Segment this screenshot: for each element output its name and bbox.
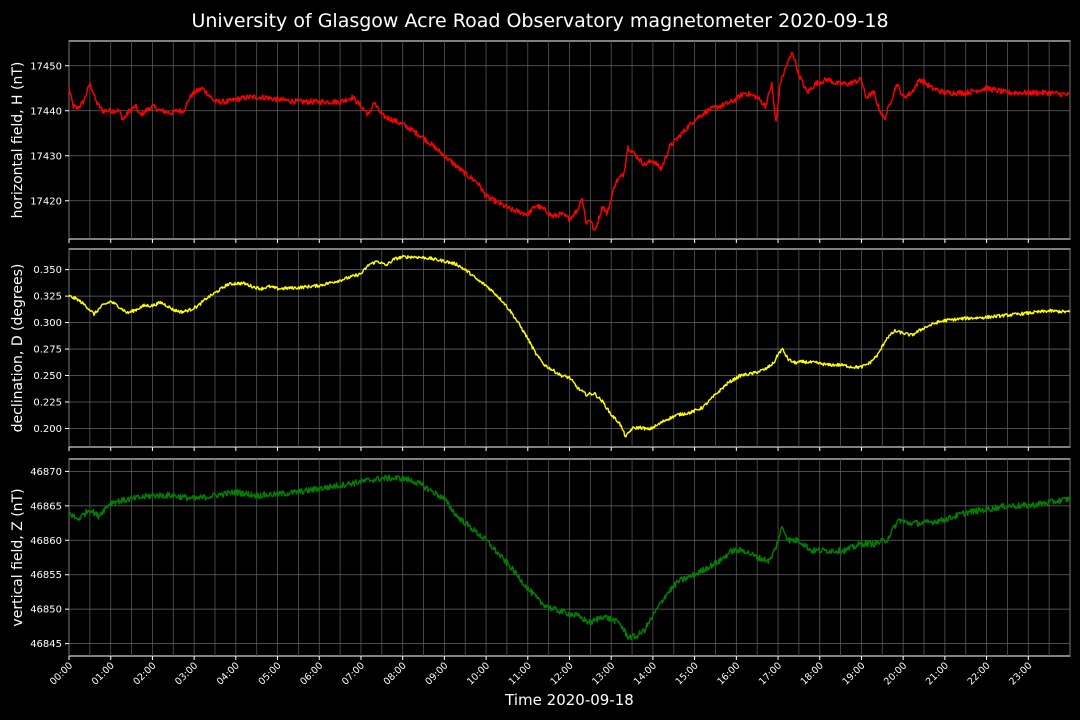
panel-1-ytick-label: 0.225 [33,398,62,409]
x-tick-label: 18:00 [799,660,826,687]
x-tick-label: 13:00 [590,660,617,687]
x-tick-label: 04:00 [215,660,242,687]
x-tick-label: 07:00 [340,660,367,687]
x-tick-label: 06:00 [298,660,325,687]
x-tick-label: 01:00 [90,660,117,687]
panel-0-ytick-label: 17450 [30,61,62,72]
panel-0-series-line [68,51,1071,231]
x-tick-label: 15:00 [674,660,701,687]
x-tick-label: 19:00 [840,660,867,687]
x-tick-label: 00:00 [48,660,75,687]
chart-title: University of Glasgow Acre Road Observat… [191,10,889,32]
panel-1-ytick-label: 0.275 [33,345,62,356]
panel-2-ylabel: vertical field, Z (nT) [10,488,26,626]
x-tick-label: 02:00 [131,660,158,687]
panel-2-series-line [68,474,1071,641]
x-tick-label: 22:00 [966,660,993,687]
x-tick-label: 08:00 [382,660,409,687]
panel-1-series-line [68,254,1071,438]
panel-2-ytick-label: 46845 [30,639,62,650]
panel-0-ytick-label: 17430 [30,151,62,162]
x-tick-label: 23:00 [1007,660,1034,687]
panel-2-ytick-label: 46850 [30,605,62,616]
panel-1-ytick-label: 0.250 [33,371,62,382]
x-tick-label: 12:00 [548,660,575,687]
x-tick-label: 10:00 [465,660,492,687]
x-tick-label: 14:00 [632,660,659,687]
x-tick-label: 17:00 [757,660,784,687]
panel-1-ytick-label: 0.200 [33,424,62,435]
x-tick-label: 05:00 [257,660,284,687]
panel-0-ytick-label: 17440 [30,106,62,117]
x-tick-label: 09:00 [423,660,450,687]
panel-2-ytick-label: 46860 [30,536,62,547]
panel-2-ytick-label: 46870 [30,467,62,478]
panel-2-ytick-label: 46855 [30,570,62,581]
panel-1-ytick-label: 0.300 [33,318,62,329]
panel-0-ytick-label: 17420 [30,196,62,207]
x-tick-label: 03:00 [173,660,200,687]
panel-1-ylabel: declination, D (degrees) [10,264,26,433]
panel-0-ylabel: horizontal field, H (nT) [10,62,26,219]
x-tick-label: 21:00 [924,660,951,687]
panel-2-ytick-label: 46865 [30,501,62,512]
x-tick-label: 16:00 [715,660,742,687]
panel-1-ytick-label: 0.350 [33,265,62,276]
x-tick-label: 11:00 [507,660,534,687]
x-tick-label: 20:00 [882,660,909,687]
x-axis-label: Time 2020-09-18 [505,691,634,709]
panel-1-ytick-label: 0.325 [33,292,62,303]
